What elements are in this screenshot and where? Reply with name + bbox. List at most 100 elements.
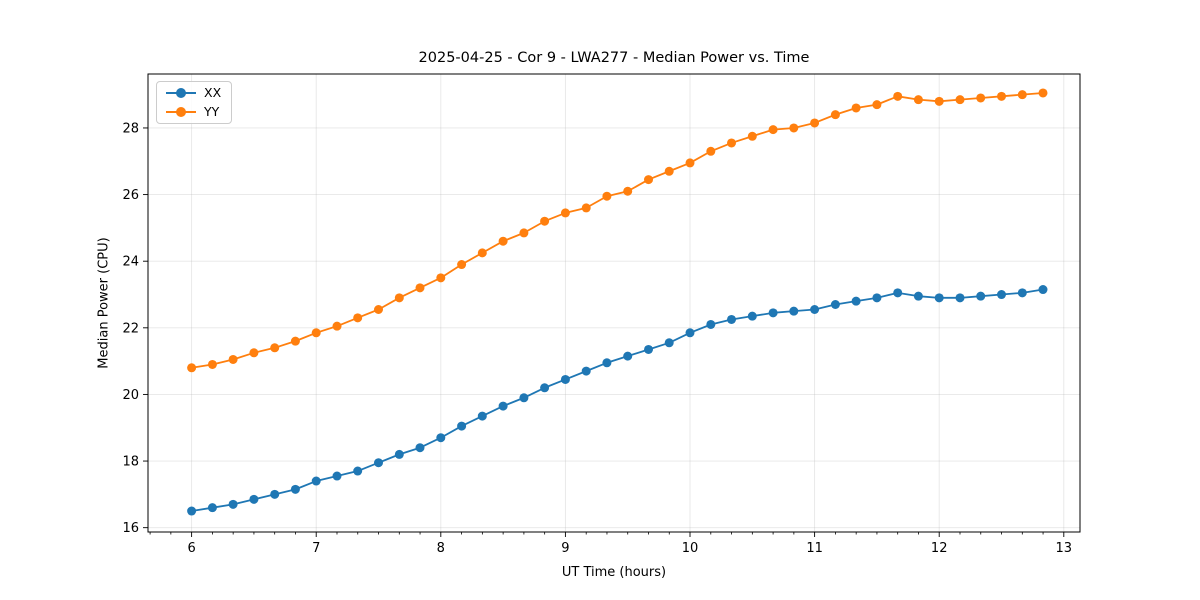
data-point-yy bbox=[934, 96, 944, 106]
data-point-yy bbox=[477, 248, 487, 258]
legend-item-yy: YY bbox=[166, 103, 221, 119]
data-point-yy bbox=[540, 216, 550, 226]
data-point-yy bbox=[415, 283, 425, 293]
data-point-xx bbox=[436, 433, 446, 443]
y-tick-label: 20 bbox=[122, 388, 139, 403]
data-point-xx bbox=[374, 458, 384, 468]
data-point-yy bbox=[726, 138, 736, 148]
data-point-yy bbox=[207, 359, 217, 369]
data-point-yy bbox=[290, 336, 300, 346]
legend-label-yy: YY bbox=[204, 103, 220, 119]
data-point-xx bbox=[602, 358, 612, 368]
data-point-xx bbox=[644, 344, 654, 354]
x-tick-label: 9 bbox=[561, 541, 569, 556]
data-point-yy bbox=[311, 328, 321, 338]
data-point-xx bbox=[270, 489, 280, 499]
data-point-xx bbox=[187, 506, 197, 516]
x-tick-label: 11 bbox=[806, 541, 823, 556]
data-point-yy bbox=[332, 321, 342, 331]
data-point-yy bbox=[623, 186, 633, 196]
series-line-yy bbox=[191, 92, 1044, 369]
data-point-yy bbox=[498, 236, 508, 246]
data-point-xx bbox=[997, 290, 1007, 300]
data-point-xx bbox=[830, 299, 840, 309]
data-point-yy bbox=[394, 293, 404, 303]
data-point-xx bbox=[415, 443, 425, 453]
data-point-yy bbox=[872, 100, 882, 110]
x-tick-label: 13 bbox=[1056, 541, 1073, 556]
data-point-xx bbox=[353, 466, 363, 476]
data-point-yy bbox=[851, 103, 861, 113]
data-point-yy bbox=[789, 123, 799, 133]
data-point-xx bbox=[228, 499, 238, 509]
data-point-yy bbox=[830, 110, 840, 120]
data-point-xx bbox=[477, 411, 487, 421]
y-tick-label: 24 bbox=[122, 255, 139, 270]
legend-label-xx: XX bbox=[204, 85, 222, 100]
data-point-yy bbox=[228, 354, 238, 364]
data-point-yy bbox=[581, 203, 591, 213]
data-point-xx bbox=[934, 293, 944, 303]
data-point-yy bbox=[1017, 90, 1027, 100]
data-point-yy bbox=[810, 118, 820, 128]
data-point-yy bbox=[436, 273, 446, 283]
y-tick-label: 16 bbox=[122, 521, 139, 536]
data-point-xx bbox=[332, 471, 342, 481]
data-point-xx bbox=[726, 314, 736, 324]
data-point-xx bbox=[394, 449, 404, 459]
data-point-xx bbox=[457, 421, 467, 431]
data-point-xx bbox=[290, 484, 300, 494]
data-point-yy bbox=[747, 131, 757, 141]
data-point-xx bbox=[560, 374, 570, 384]
data-point-xx bbox=[623, 351, 633, 361]
y-tick-label: 18 bbox=[122, 455, 139, 470]
data-point-xx bbox=[311, 476, 321, 486]
x-tick-label: 8 bbox=[437, 541, 445, 556]
data-point-yy bbox=[706, 146, 716, 156]
data-point-yy bbox=[353, 313, 363, 323]
data-point-yy bbox=[602, 191, 612, 201]
x-axis-label: UT Time (hours) bbox=[561, 565, 667, 580]
data-point-yy bbox=[374, 304, 384, 314]
data-point-yy bbox=[644, 175, 654, 185]
data-point-yy bbox=[187, 363, 197, 373]
x-tick-label: 12 bbox=[931, 541, 948, 556]
data-point-yy bbox=[270, 343, 280, 353]
data-point-yy bbox=[997, 91, 1007, 101]
data-point-xx bbox=[498, 401, 508, 411]
data-point-yy bbox=[519, 228, 529, 238]
x-tick-label: 7 bbox=[312, 541, 320, 556]
data-point-xx bbox=[249, 494, 259, 504]
data-point-xx bbox=[519, 393, 529, 403]
plot-frame bbox=[147, 73, 1081, 533]
data-point-yy bbox=[1038, 88, 1048, 98]
data-point-yy bbox=[249, 348, 259, 358]
data-point-xx bbox=[976, 291, 986, 301]
data-point-xx bbox=[893, 288, 903, 298]
data-point-xx bbox=[664, 338, 674, 348]
data-point-xx bbox=[747, 311, 757, 321]
y-axis-label: Median Power (CPU) bbox=[96, 237, 112, 369]
data-point-yy bbox=[976, 93, 986, 103]
data-point-yy bbox=[768, 125, 778, 135]
data-point-xx bbox=[706, 319, 716, 329]
series-xx-swatch-icon bbox=[166, 88, 196, 99]
data-point-xx bbox=[913, 291, 923, 301]
data-point-xx bbox=[685, 328, 695, 338]
data-point-xx bbox=[1017, 288, 1027, 298]
y-tick-label: 22 bbox=[122, 321, 139, 336]
data-point-xx bbox=[540, 383, 550, 393]
data-point-xx bbox=[810, 304, 820, 314]
legend: XX YY bbox=[156, 81, 233, 124]
data-point-yy bbox=[457, 260, 467, 270]
data-point-xx bbox=[851, 296, 861, 306]
y-tick-label: 26 bbox=[122, 188, 139, 203]
data-point-yy bbox=[893, 91, 903, 101]
data-point-yy bbox=[955, 95, 965, 105]
y-tick-label: 28 bbox=[122, 121, 139, 136]
x-tick-label: 6 bbox=[187, 541, 195, 556]
data-point-xx bbox=[207, 503, 217, 513]
chart-title: 2025-04-25 - Cor 9 - LWA277 - Median Pow… bbox=[418, 50, 810, 66]
